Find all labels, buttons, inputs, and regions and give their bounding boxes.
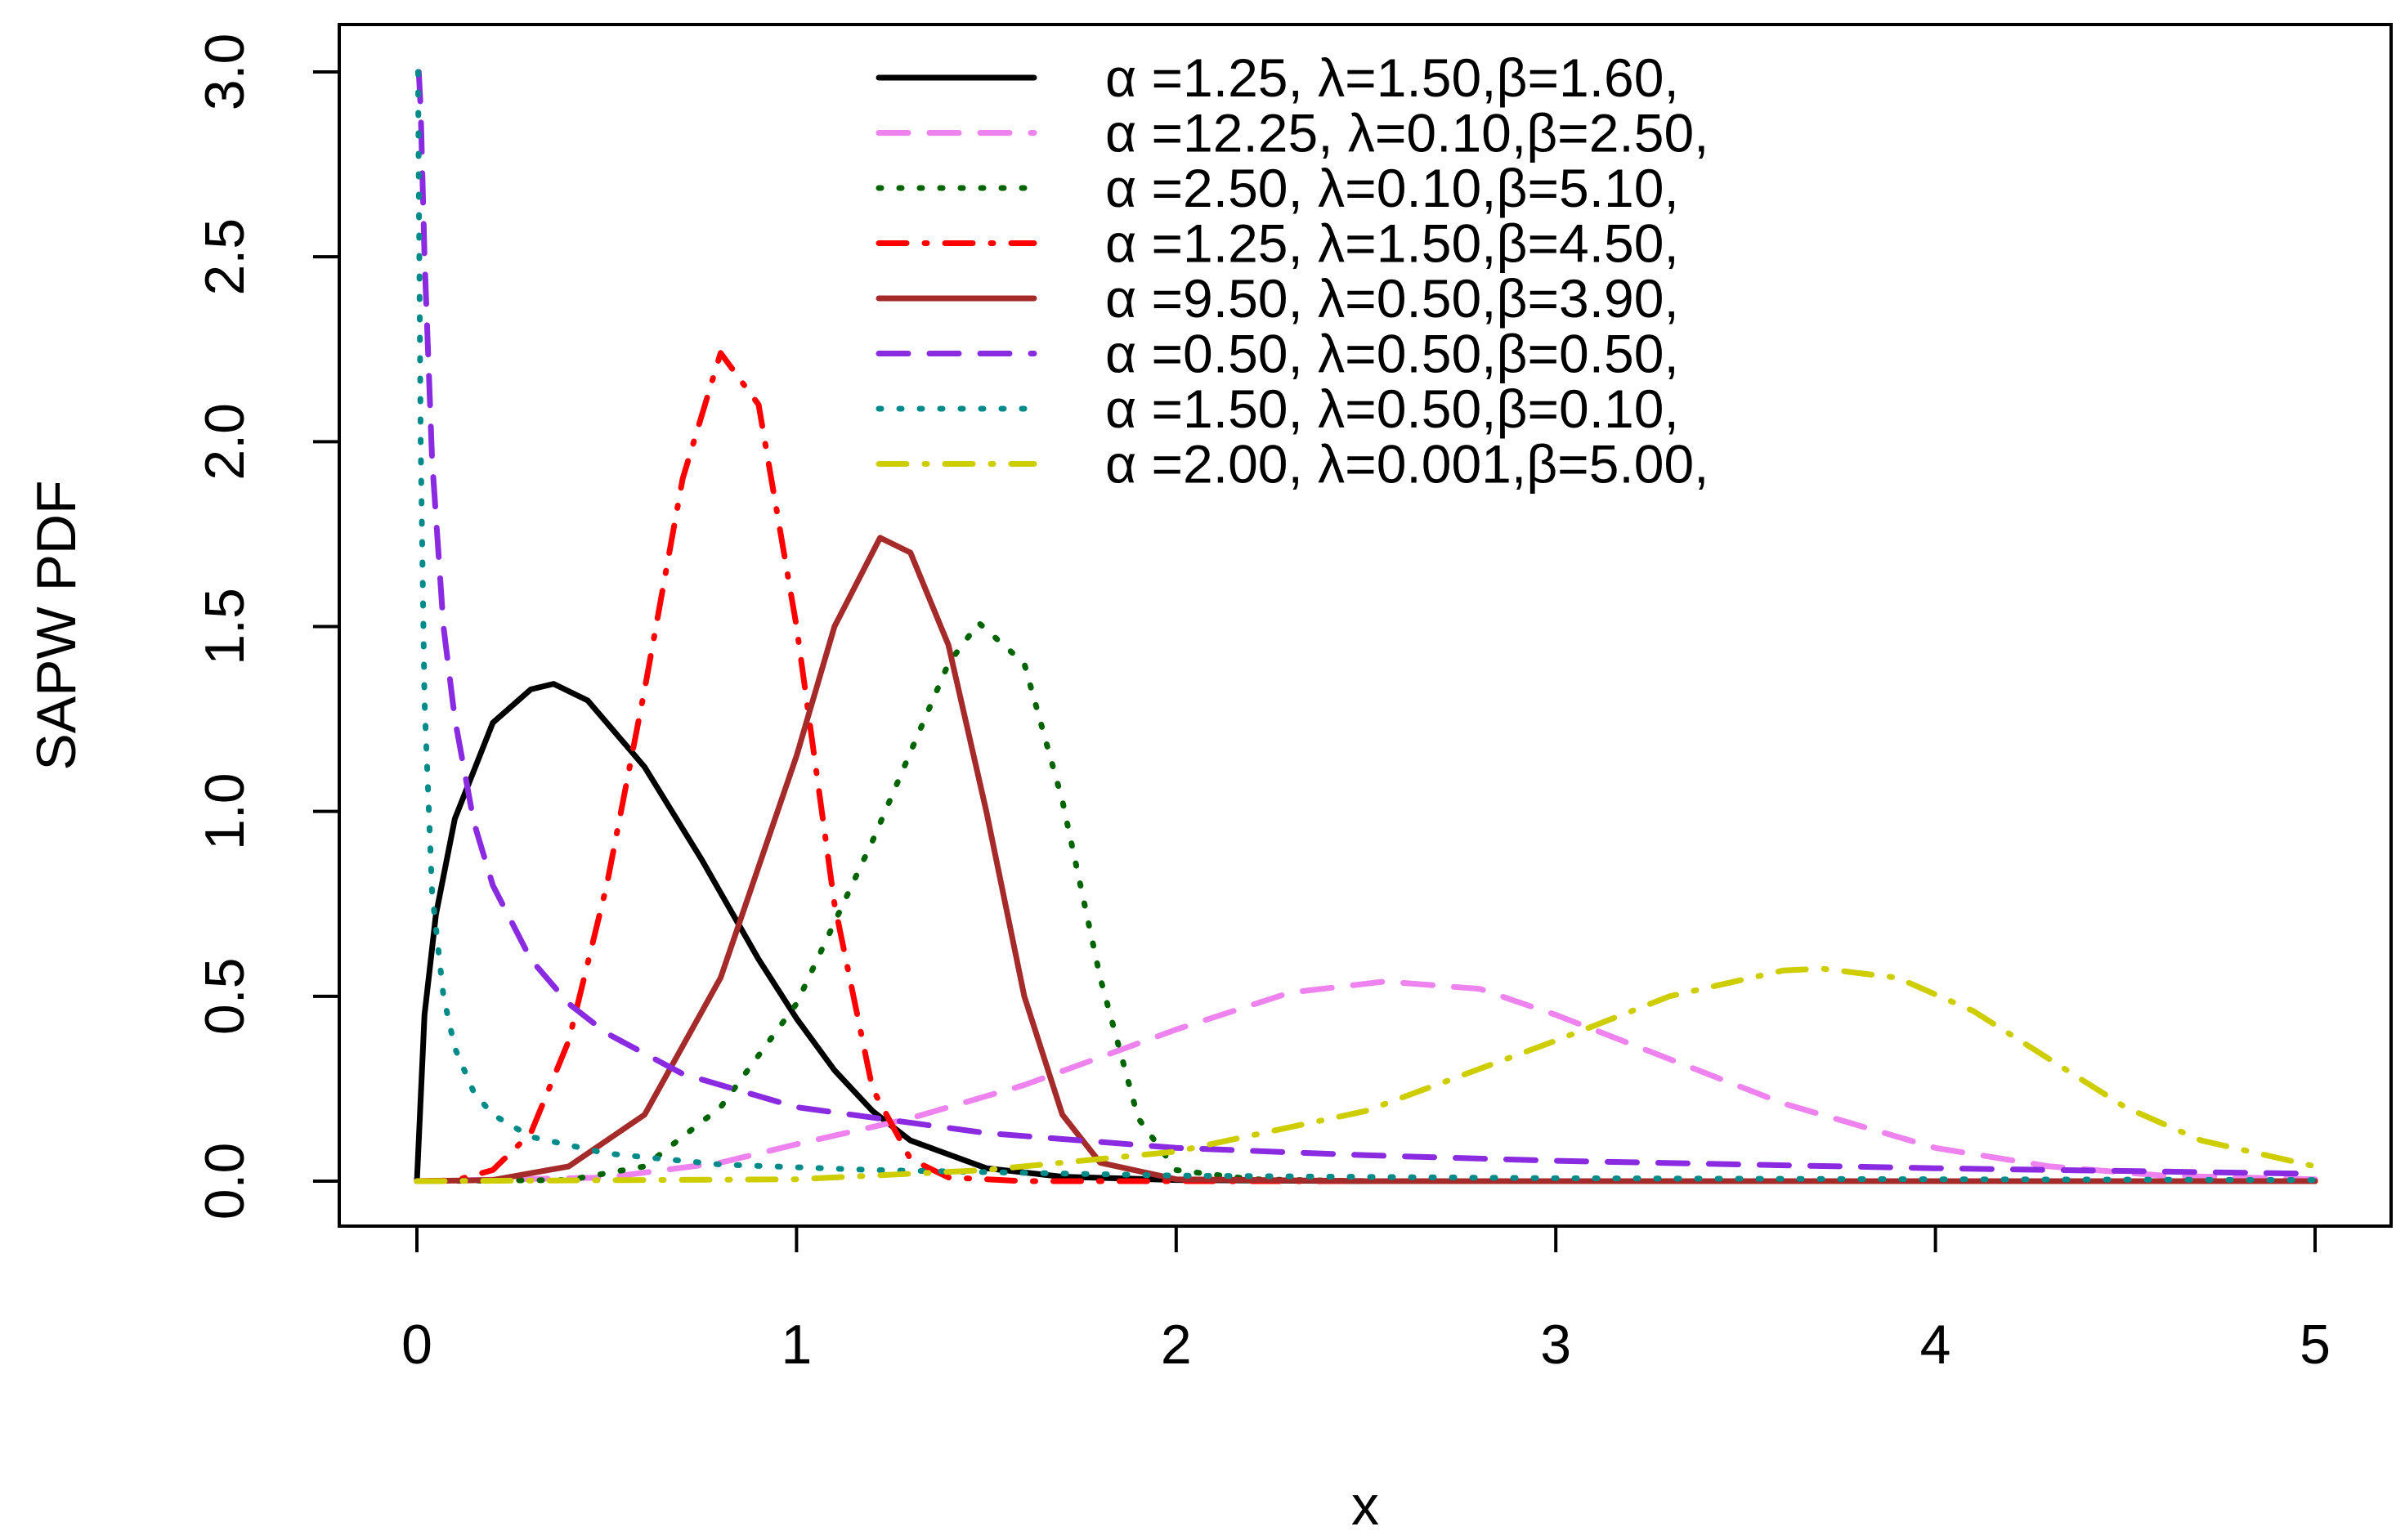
legend-label-2: α =12.25, λ=0.10,β=2.50, xyxy=(1105,103,1709,163)
x-tick-label: 2 xyxy=(1161,1314,1192,1376)
series-lines xyxy=(414,69,2318,1184)
x-tick-label: 4 xyxy=(1920,1314,1951,1376)
x-tick-label: 5 xyxy=(2300,1314,2331,1376)
y-tick-label: 0.5 xyxy=(194,958,256,1036)
y-tick-label: 0.0 xyxy=(194,1143,256,1220)
series-line-6 xyxy=(415,69,2318,1177)
x-tick-label: 0 xyxy=(401,1314,432,1376)
series-line-8 xyxy=(414,965,2318,1184)
legend-label-3: α =2.50, λ=0.10,β=5.10, xyxy=(1105,158,1679,218)
y-tick-label: 2.5 xyxy=(194,218,256,296)
y-axis: 0.0 0.5 1.0 1.5 2.0 2.5 3.0 xyxy=(194,34,341,1220)
series-line-3 xyxy=(414,620,2318,1184)
y-tick-label: 1.0 xyxy=(194,772,256,850)
legend-label-4: α =1.25, λ=1.50,β=4.50, xyxy=(1105,213,1679,274)
legend-label-5: α =9.50, λ=0.50,β=3.90, xyxy=(1105,268,1679,329)
x-tick-label: 3 xyxy=(1540,1314,1571,1376)
y-tick-label: 3.0 xyxy=(194,34,256,111)
legend-label-8: α =2.00, λ=0.001,β=5.00, xyxy=(1105,434,1709,495)
y-tick-label: 2.0 xyxy=(194,403,256,481)
series-line-5 xyxy=(414,535,2318,1184)
legend-label-6: α =0.50, λ=0.50,β=0.50, xyxy=(1105,324,1679,384)
y-axis-title: SAPW PDF xyxy=(25,480,87,770)
x-axis-title: x xyxy=(1351,1475,1379,1537)
legend: α =1.25, λ=1.50,β=1.60,α =12.25, λ=0.10,… xyxy=(876,47,1709,495)
series-line-1 xyxy=(414,681,2318,1184)
y-tick-label: 1.5 xyxy=(194,588,256,665)
series-line-4 xyxy=(414,350,2318,1184)
x-tick-label: 1 xyxy=(781,1314,812,1376)
legend-label-7: α =1.50, λ=0.50,β=0.10, xyxy=(1105,378,1679,439)
legend-label-1: α =1.25, λ=1.50,β=1.60, xyxy=(1105,47,1679,108)
x-axis: 0 1 2 3 4 5 xyxy=(401,1224,2331,1376)
series-line-2 xyxy=(414,978,2318,1184)
